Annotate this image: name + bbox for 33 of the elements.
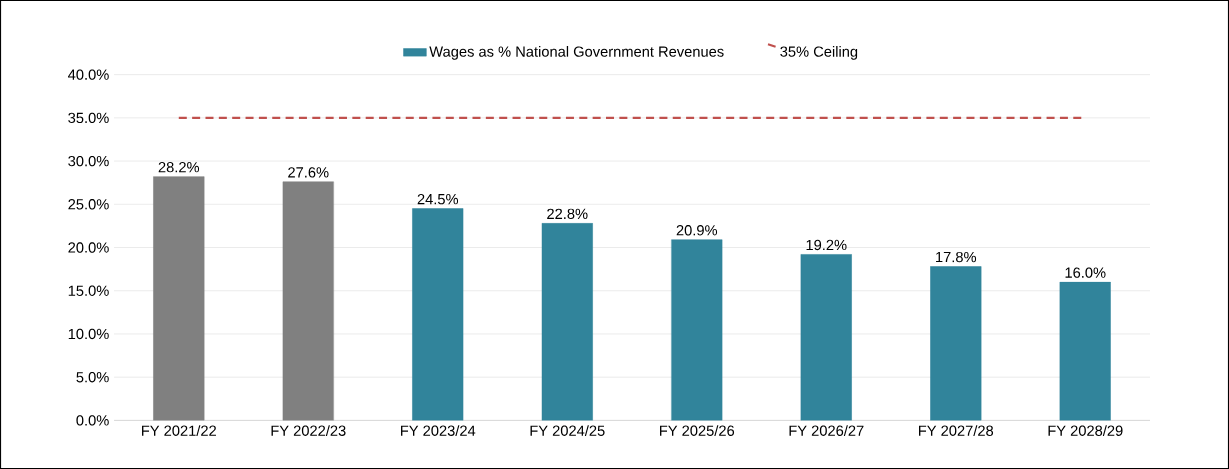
data-label: 24.5% — [417, 193, 459, 205]
data-label: 28.2% — [158, 161, 200, 173]
legend-label: Wages as % National Government Revenues — [429, 46, 724, 60]
y-tick-label: 40.0% — [68, 69, 109, 80]
x-tick-label: FY 2027/28 — [919, 425, 994, 436]
x-tick-label: FY 2023/24 — [401, 425, 476, 436]
bar — [930, 266, 982, 421]
y-tick-label: 0.0% — [76, 415, 109, 426]
bar — [800, 254, 852, 421]
x-tick-label: FY 2028/29 — [1048, 425, 1123, 436]
y-tick-label: 15.0% — [68, 285, 109, 296]
data-label: 22.8% — [547, 208, 588, 220]
y-tick-label: 35.0% — [68, 112, 109, 124]
x-tick-label: FY 2026/27 — [789, 425, 864, 436]
data-label: 20.9% — [676, 225, 718, 236]
y-tick-label: 5.0% — [76, 372, 109, 383]
data-label: 19.2% — [806, 239, 847, 251]
bar — [1059, 281, 1111, 421]
data-label: 27.6% — [288, 167, 329, 178]
bar — [412, 208, 464, 421]
x-tick-label: FY 2025/26 — [660, 425, 735, 436]
bar — [153, 176, 205, 421]
x-tick-label: FY 2022/23 — [271, 425, 346, 436]
legend-label: 35% Ceiling — [780, 46, 858, 60]
data-label: 16.0% — [1065, 267, 1106, 278]
x-tick-label: FY 2024/25 — [530, 425, 605, 436]
x-tick-label: FY 2021/22 — [142, 425, 216, 436]
bar — [541, 223, 593, 421]
y-tick-label: 25.0% — [68, 199, 109, 210]
y-tick-label: 30.0% — [68, 155, 109, 167]
y-tick-label: 10.0% — [68, 328, 109, 340]
y-tick-label: 20.0% — [68, 242, 109, 253]
data-label: 17.8% — [936, 251, 977, 263]
